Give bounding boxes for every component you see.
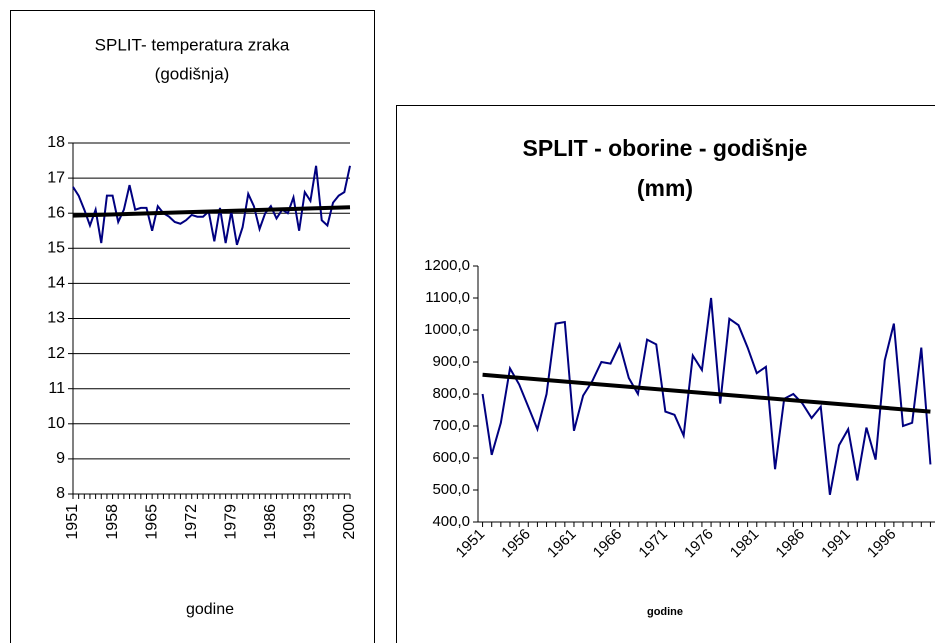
y-tick-label: 18 xyxy=(47,134,65,151)
y-tick-label: 1100,0 xyxy=(425,289,470,306)
y-tick-label: 8 xyxy=(56,485,65,502)
y-tick-label: 900,0 xyxy=(432,353,470,370)
x-tick-label: 1979 xyxy=(223,504,240,540)
x-tick-label: 1958 xyxy=(104,504,121,540)
x-axis-title: godine xyxy=(186,601,234,618)
x-tick-label: 1965 xyxy=(143,504,160,540)
y-tick-label: 11 xyxy=(48,380,65,397)
y-tick-label: 17 xyxy=(47,169,65,186)
chart-subtitle: (mm) xyxy=(637,175,693,201)
y-tick-label: 700,0 xyxy=(432,417,470,434)
x-tick-label: 1993 xyxy=(302,504,319,540)
y-tick-label: 1000,0 xyxy=(424,321,470,338)
y-tick-label: 12 xyxy=(47,345,65,362)
y-tick-label: 10 xyxy=(47,415,65,432)
chart-title: SPLIT- temperatura zraka xyxy=(95,35,290,54)
y-tick-label: 13 xyxy=(47,310,65,327)
y-tick-label: 400,0 xyxy=(432,513,470,530)
y-tick-label: 600,0 xyxy=(432,449,470,466)
y-tick-label: 9 xyxy=(56,450,65,467)
y-tick-label: 800,0 xyxy=(432,385,470,402)
chart-title: SPLIT - oborine - godišnje xyxy=(523,135,808,161)
chart-subtitle: (godišnja) xyxy=(155,64,230,83)
data-line xyxy=(481,297,932,495)
x-tick-label: 1986 xyxy=(262,504,279,540)
chart-frame xyxy=(10,10,375,643)
x-tick-label: 1951 xyxy=(64,504,81,540)
y-tick-label: 15 xyxy=(47,240,65,257)
y-tick-label: 500,0 xyxy=(432,481,470,498)
x-tick-label: 2000 xyxy=(341,504,358,540)
data-line xyxy=(72,165,351,246)
y-tick-label: 14 xyxy=(47,275,65,292)
trend-line xyxy=(72,205,351,218)
y-tick-label: 16 xyxy=(47,204,65,221)
x-axis-title: godine xyxy=(647,606,683,618)
trend-line xyxy=(482,372,931,414)
y-tick-label: 1200,0 xyxy=(424,257,470,274)
x-tick-label: 1972 xyxy=(183,504,200,540)
